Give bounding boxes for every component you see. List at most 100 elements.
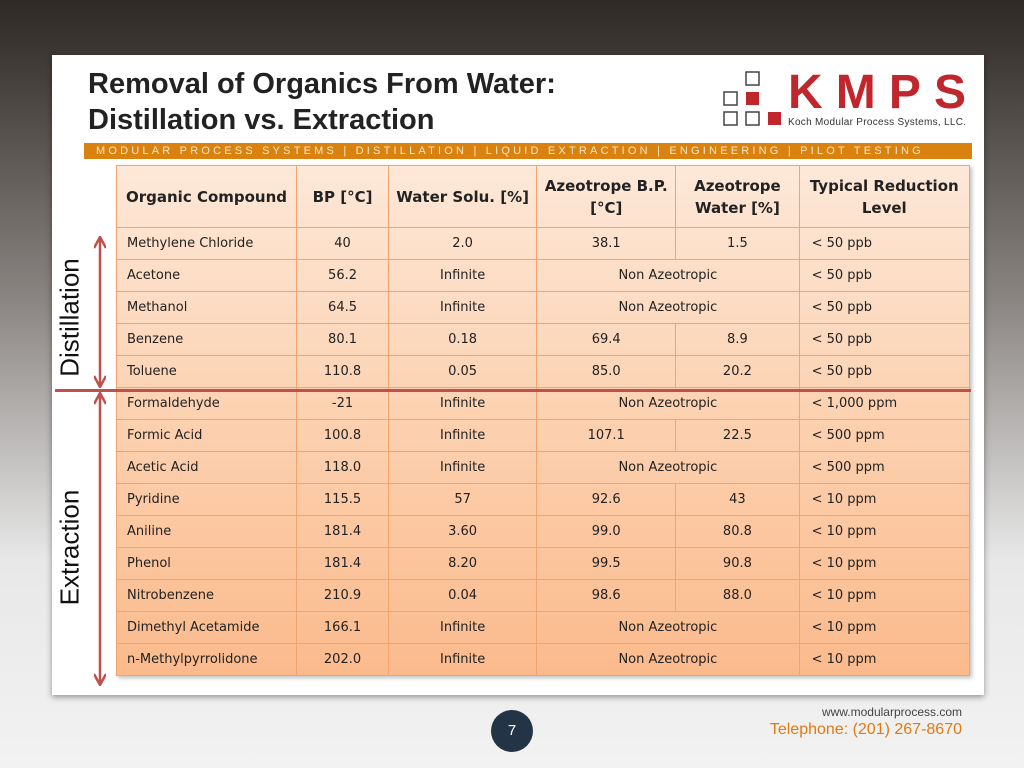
slide-title: Removal of Organics From Water: Distillat…	[88, 66, 556, 138]
table-cell: Infinite	[388, 291, 538, 324]
table-cell: 88.0	[675, 579, 800, 612]
distillation-label: Distillation	[54, 258, 85, 377]
table-cell: 8.20	[388, 547, 538, 580]
table-row: Aniline 181.4 3.60 99.0 80.8 < 10 ppm	[115, 515, 971, 548]
table-cell: Toluene	[115, 355, 298, 388]
table-cell: < 10 ppm	[798, 483, 971, 516]
table-cell: Non Azeotropic	[536, 259, 800, 292]
table-cell: Pyridine	[115, 483, 298, 516]
table-row: Toluene 110.8 0.05 85.0 20.2 < 50 ppb	[115, 355, 971, 388]
table-cell: 80.1	[296, 323, 390, 356]
table-cell: 38.1	[536, 227, 677, 260]
column-header: Azeotrope Water [%]	[675, 165, 800, 228]
table-cell: Non Azeotropic	[536, 643, 800, 676]
distillation-arrow-icon	[94, 236, 106, 388]
table-cell: < 10 ppm	[798, 643, 971, 676]
table-cell: 0.04	[388, 579, 538, 612]
kmps-logo: KMPS Koch Modular Process Systems, LLC.	[723, 70, 966, 128]
table-cell: Infinite	[388, 259, 538, 292]
table-cell: < 50 ppb	[798, 259, 971, 292]
table-cell: 110.8	[296, 355, 390, 388]
table-cell: Methanol	[115, 291, 298, 324]
table-row: Phenol 181.4 8.20 99.5 90.8 < 10 ppm	[115, 547, 971, 580]
table-cell: 3.60	[388, 515, 538, 548]
table-cell: Dimethyl Acetamide	[115, 611, 298, 644]
table-cell: 43	[675, 483, 800, 516]
table-cell: < 500 ppm	[798, 419, 971, 452]
column-header: Typical Reduction Level	[798, 165, 971, 228]
organics-table: Organic Compound BP [°C] Water Solu. [%] Az…	[115, 165, 971, 676]
table-cell: 90.8	[675, 547, 800, 580]
table-cell: 98.6	[536, 579, 677, 612]
table-cell: < 50 ppb	[798, 291, 971, 324]
table-row: Pyridine 115.5 57 92.6 43 < 10 ppm	[115, 483, 971, 516]
section-divider	[55, 389, 971, 392]
title-line-1: Removal of Organics From Water:	[88, 68, 556, 100]
table-cell: 2.0	[388, 227, 538, 260]
table-cell: < 50 ppb	[798, 323, 971, 356]
svg-text:KMPS: KMPS	[788, 70, 966, 119]
table-cell: 40	[296, 227, 390, 260]
table-cell: 99.0	[536, 515, 677, 548]
table-cell: Aniline	[115, 515, 298, 548]
table-row: Formaldehyde -21 Infinite Non Azeotropic < 1…	[115, 387, 971, 420]
table-row: Nitrobenzene 210.9 0.04 98.6 88.0 < 10 ppm	[115, 579, 971, 612]
extraction-arrow-icon	[94, 392, 106, 686]
table-cell: 1.5	[675, 227, 800, 260]
table-cell: 56.2	[296, 259, 390, 292]
table-cell: Infinite	[388, 419, 538, 452]
table-cell: Infinite	[388, 643, 538, 676]
table-cell: -21	[296, 387, 390, 420]
table-cell: 80.8	[675, 515, 800, 548]
table-cell: 210.9	[296, 579, 390, 612]
table-cell: 202.0	[296, 643, 390, 676]
table-cell: 92.6	[536, 483, 677, 516]
page-number: 7	[491, 710, 533, 752]
tagline-band: MODULAR PROCESS SYSTEMS | DISTILLATION |…	[84, 143, 972, 159]
column-header: Water Solu. [%]	[388, 165, 538, 228]
table-cell: Nitrobenzene	[115, 579, 298, 612]
table-cell: Formaldehyde	[115, 387, 298, 420]
table-cell: 85.0	[536, 355, 677, 388]
table-cell: 22.5	[675, 419, 800, 452]
column-header: Organic Compound	[115, 165, 298, 228]
table-cell: 0.05	[388, 355, 538, 388]
table-cell: 115.5	[296, 483, 390, 516]
title-line-2: Distillation vs. Extraction	[88, 104, 435, 136]
table-cell: 166.1	[296, 611, 390, 644]
table-cell: < 10 ppm	[798, 579, 971, 612]
table-cell: 107.1	[536, 419, 677, 452]
table-cell: 20.2	[675, 355, 800, 388]
table-cell: Phenol	[115, 547, 298, 580]
table-cell: < 10 ppm	[798, 547, 971, 580]
table-cell: Formic Acid	[115, 419, 298, 452]
table-cell: Acetone	[115, 259, 298, 292]
table-cell: Infinite	[388, 451, 538, 484]
table-cell: 100.8	[296, 419, 390, 452]
telephone: Telephone: (201) 267-8670	[769, 721, 962, 738]
table-cell: 0.18	[388, 323, 538, 356]
table-cell: Infinite	[388, 387, 538, 420]
table-row: Acetone 56.2 Infinite Non Azeotropic < 50 pp…	[115, 259, 971, 292]
table-cell: Acetic Acid	[115, 451, 298, 484]
table-cell: Infinite	[388, 611, 538, 644]
table-cell: 8.9	[675, 323, 800, 356]
table-row: Methanol 64.5 Infinite Non Azeotropic < 50 p…	[115, 291, 971, 324]
table-row: n-Methylpyrrolidone 202.0 Infinite Non Azeo…	[115, 643, 971, 676]
table-cell: 99.5	[536, 547, 677, 580]
table-cell: Non Azeotropic	[536, 387, 800, 420]
table-row: Benzene 80.1 0.18 69.4 8.9 < 50 ppb	[115, 323, 971, 356]
table-cell: Methylene Chloride	[115, 227, 298, 260]
table-cell: < 10 ppm	[798, 515, 971, 548]
table-cell: 57	[388, 483, 538, 516]
table-cell: 64.5	[296, 291, 390, 324]
table-cell: < 50 ppb	[798, 227, 971, 260]
table-cell: 181.4	[296, 547, 390, 580]
table-cell: < 10 ppm	[798, 611, 971, 644]
svg-text:Koch Modular Process Systems,: Koch Modular Process Systems, LLC.	[788, 117, 966, 128]
table-cell: 69.4	[536, 323, 677, 356]
table-row: Methylene Chloride 40 2.0 38.1 1.5 < 50 ppb	[115, 227, 971, 260]
table-row: Formic Acid 100.8 Infinite 107.1 22.5 < 500 p…	[115, 419, 971, 452]
table-cell: Non Azeotropic	[536, 611, 800, 644]
table-cell: 118.0	[296, 451, 390, 484]
